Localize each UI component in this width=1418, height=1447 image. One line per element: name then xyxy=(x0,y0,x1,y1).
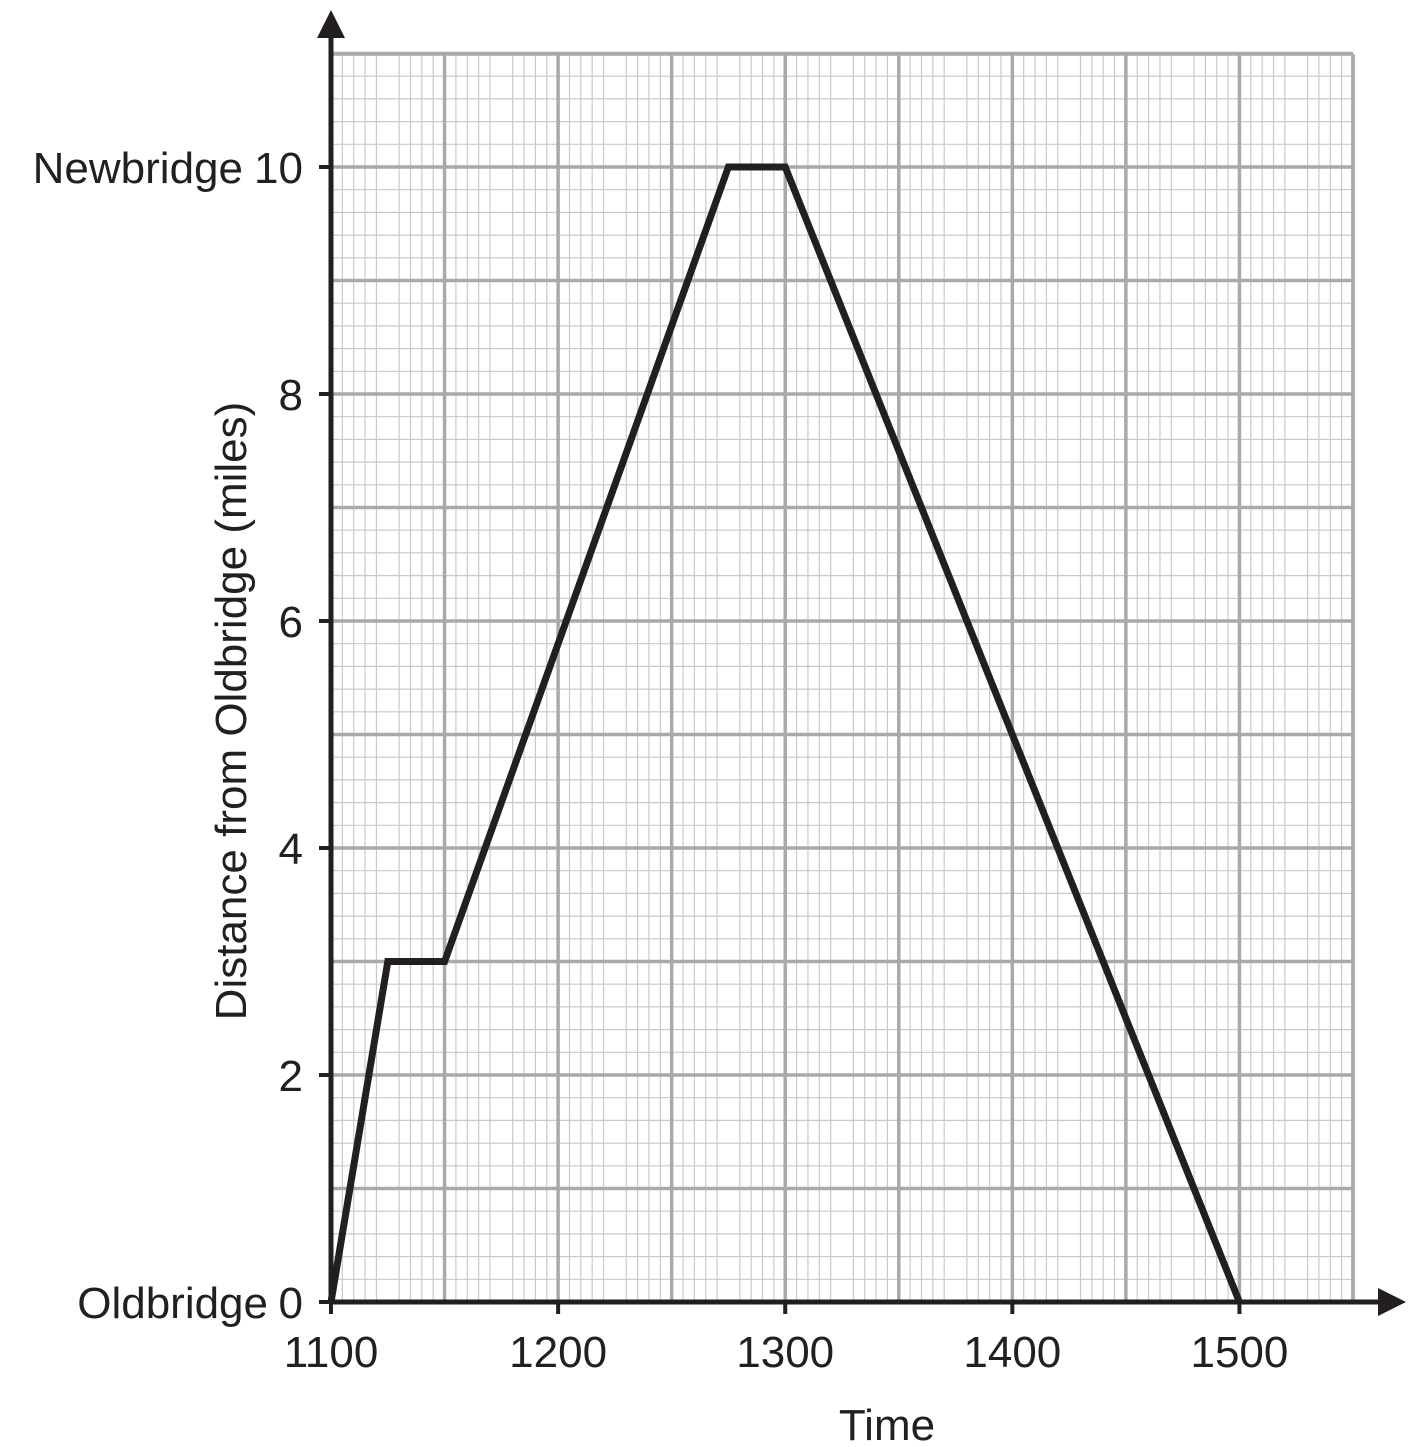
y-tick-label: 4 xyxy=(279,825,303,874)
y-place-label: Newbridge xyxy=(33,144,243,193)
x-tick-label: 1300 xyxy=(736,1328,834,1377)
x-axis-title: Time xyxy=(839,1401,935,1447)
y-axis-arrow-icon xyxy=(317,10,345,38)
series xyxy=(327,163,1243,1304)
y-axis-title: Distance from Oldbridge (miles) xyxy=(207,402,256,1021)
journey-line xyxy=(327,163,1243,1304)
x-axis-arrow-icon xyxy=(1378,1288,1406,1316)
x-tick-label: 1100 xyxy=(284,1328,379,1377)
axes xyxy=(317,10,1406,1316)
y-tick-label: 6 xyxy=(279,598,303,647)
y-place-label: Oldbridge xyxy=(77,1279,268,1328)
x-tick-label: 1400 xyxy=(963,1328,1061,1377)
x-tick-label: 1500 xyxy=(1190,1328,1288,1377)
y-tick-label: 8 xyxy=(279,371,303,420)
grid xyxy=(329,51,1355,1304)
y-tick-label: 10 xyxy=(254,144,303,193)
y-tick-label: 0 xyxy=(279,1279,303,1328)
x-tick-label: 1200 xyxy=(509,1328,607,1377)
tick-labels: 1100 1200 1300 1400 1500 0 2 4 6 8 10 Oldbridge Newb… xyxy=(33,144,1289,1377)
y-tick-label: 2 xyxy=(279,1052,303,1101)
